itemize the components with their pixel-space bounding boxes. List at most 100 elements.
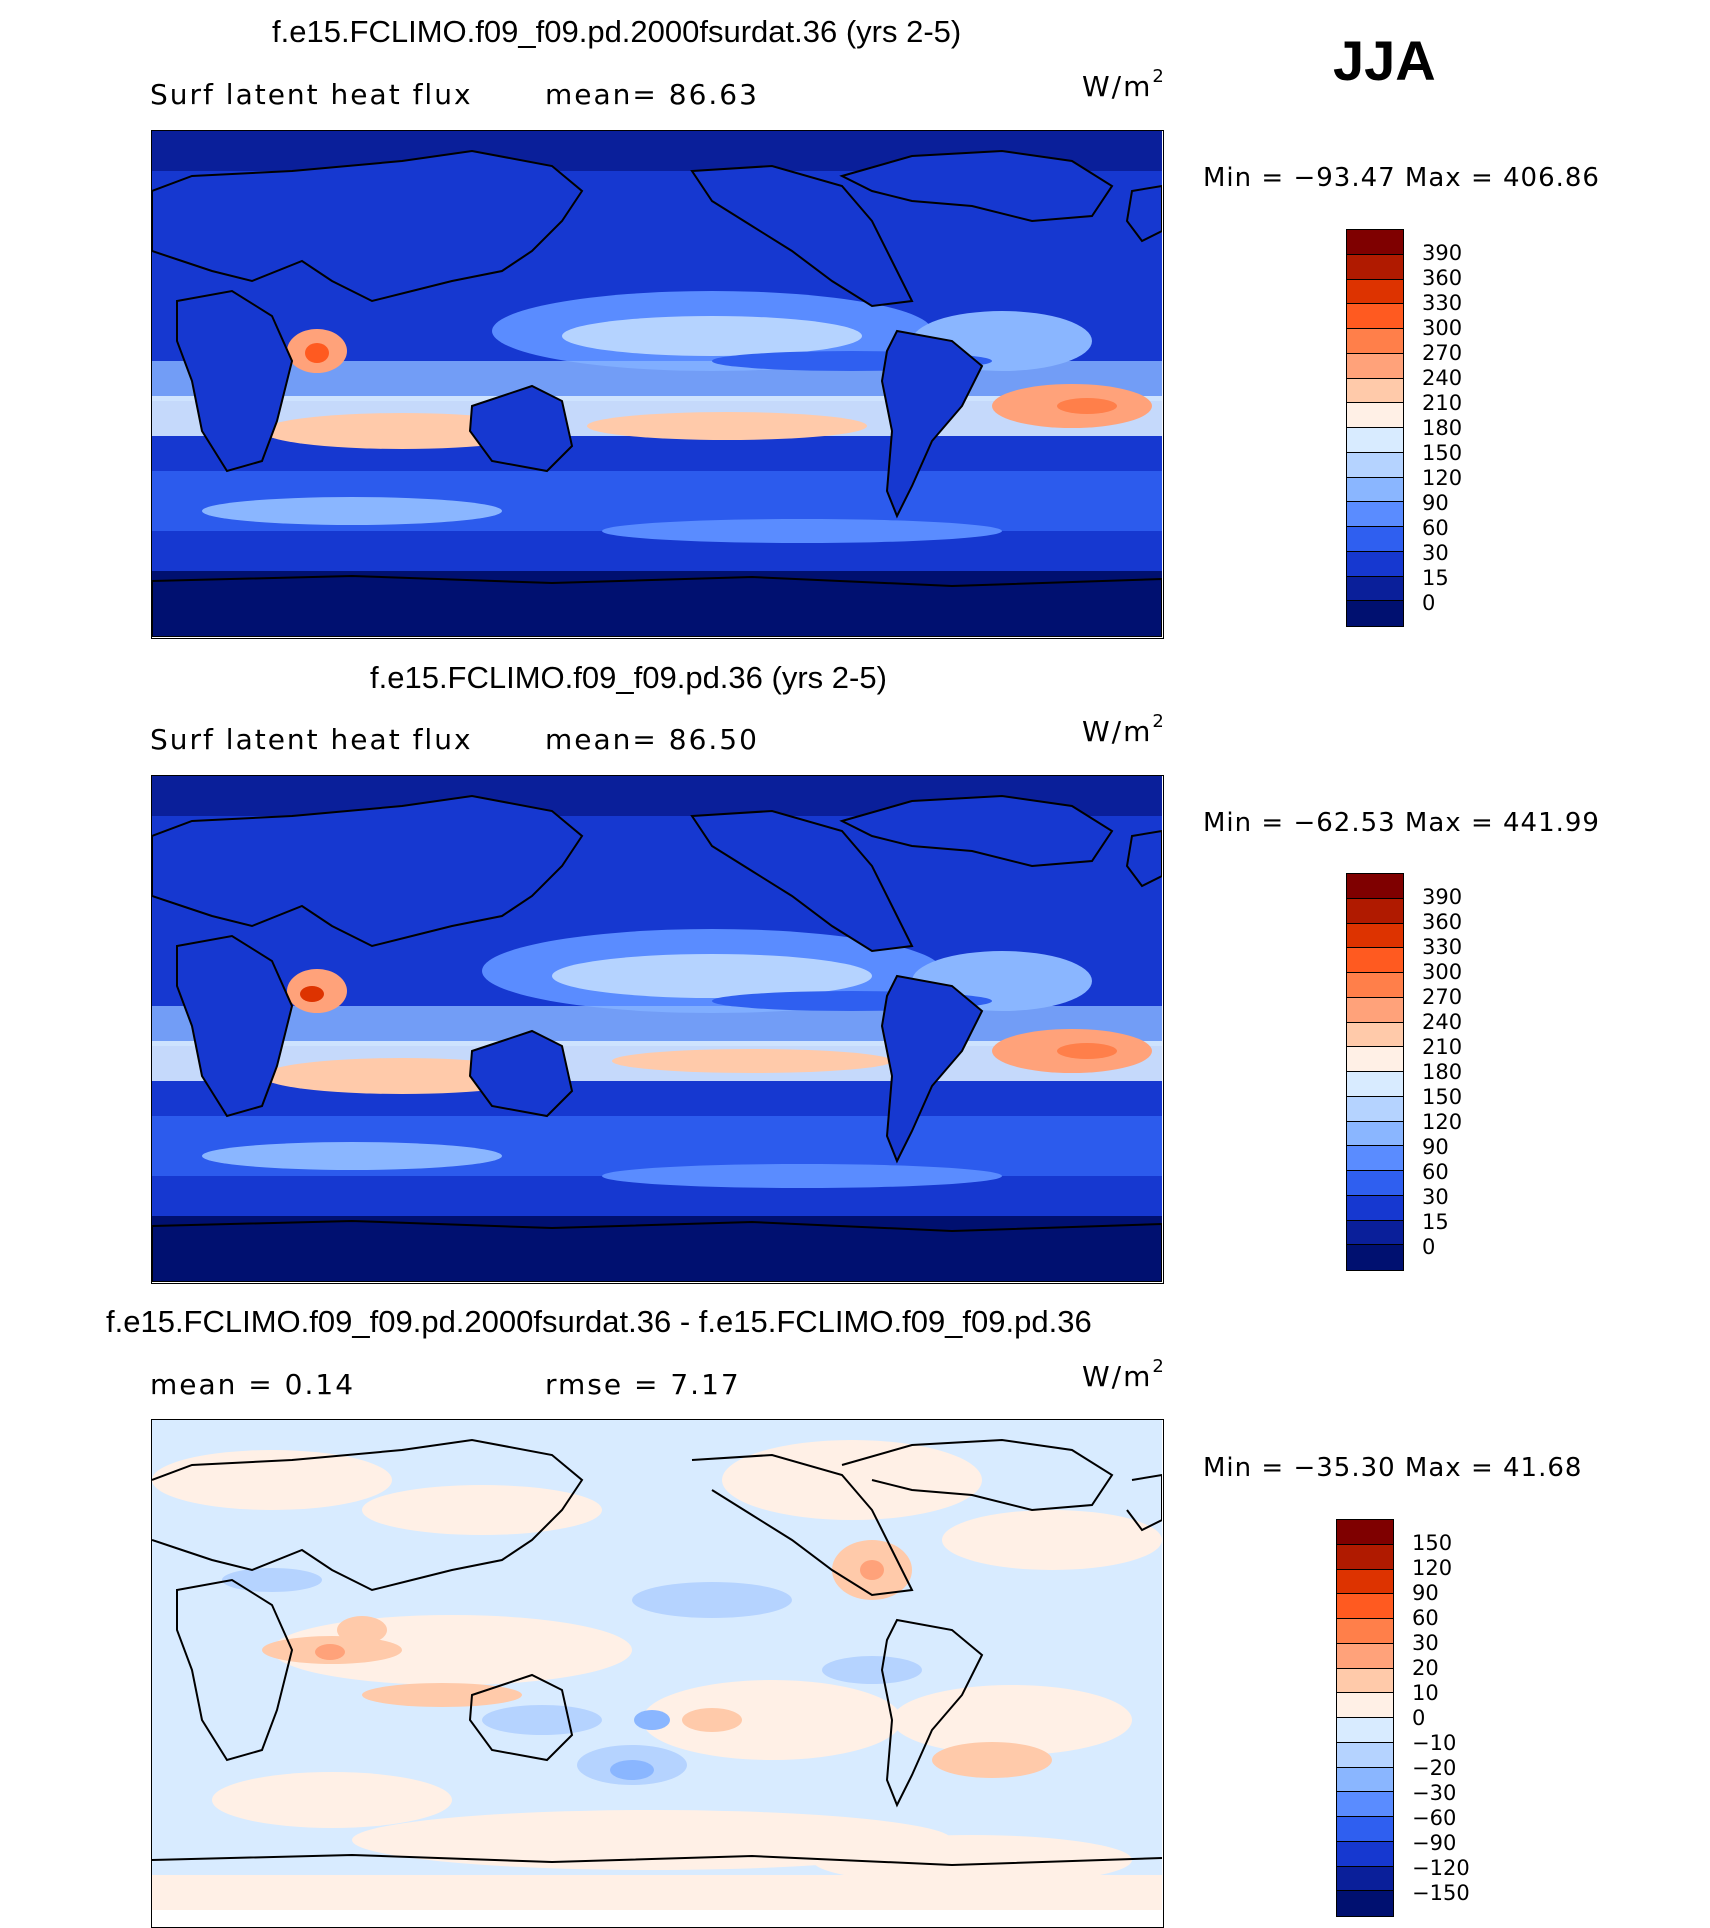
colorbar-segment bbox=[1347, 304, 1403, 329]
panel2-map bbox=[151, 775, 1164, 1284]
season-label: JJA bbox=[1333, 29, 1436, 92]
cb1-label-10: 90 bbox=[1422, 491, 1449, 515]
cb1-label-13: 15 bbox=[1422, 566, 1449, 590]
colorbar-segment bbox=[1337, 1594, 1393, 1619]
cb3-label-11: −60 bbox=[1412, 1806, 1457, 1830]
panel3-map bbox=[151, 1419, 1164, 1928]
colorbar-segment bbox=[1337, 1817, 1393, 1842]
colorbar-segment bbox=[1347, 874, 1403, 899]
cb3-label-3: 60 bbox=[1412, 1606, 1439, 1630]
panel2-units: W/m2 bbox=[1082, 711, 1166, 748]
colorbar-segment bbox=[1337, 1866, 1393, 1892]
cb2-label-9: 120 bbox=[1422, 1110, 1463, 1134]
cb2-label-1: 360 bbox=[1422, 910, 1463, 934]
cb1-label-9: 120 bbox=[1422, 466, 1463, 490]
colorbar-segment bbox=[1347, 973, 1403, 998]
cb2-label-6: 210 bbox=[1422, 1035, 1463, 1059]
panel3-units: W/m2 bbox=[1082, 1356, 1166, 1393]
panel3-title: f.e15.FCLIMO.f09_f09.pd.2000fsurdat.36 -… bbox=[106, 1304, 1092, 1339]
colorbar-segment bbox=[1347, 1220, 1403, 1246]
panel2-mean-label: mean= 86.50 bbox=[545, 723, 759, 756]
panel1-minmax: Min = −93.47 Max = 406.86 bbox=[1203, 163, 1600, 193]
cb3-label-5: 20 bbox=[1412, 1656, 1439, 1680]
cb3-label-6: 10 bbox=[1412, 1681, 1439, 1705]
colorbar-segment bbox=[1347, 1245, 1403, 1270]
colorbar-segment bbox=[1347, 279, 1403, 305]
colorbar-segment bbox=[1347, 329, 1403, 354]
cb2-label-3: 300 bbox=[1422, 960, 1463, 984]
colorbar-segment bbox=[1347, 1195, 1403, 1221]
colorbar-segment bbox=[1347, 1047, 1403, 1072]
panel2-variable-label: Surf latent heat flux bbox=[150, 723, 473, 756]
cb1-label-7: 180 bbox=[1422, 416, 1463, 440]
cb1-label-12: 30 bbox=[1422, 541, 1449, 565]
cb3-label-0: 150 bbox=[1412, 1531, 1453, 1555]
cb3-label-8: −10 bbox=[1412, 1731, 1457, 1755]
colorbar-segment bbox=[1347, 1096, 1403, 1122]
panel2-colorbar bbox=[1346, 873, 1404, 1271]
cb1-label-2: 330 bbox=[1422, 291, 1463, 315]
cb1-label-6: 210 bbox=[1422, 391, 1463, 415]
panel1-variable-label: Surf latent heat flux bbox=[150, 78, 473, 111]
cb3-label-2: 90 bbox=[1412, 1581, 1439, 1605]
cb3-label-14: −150 bbox=[1412, 1881, 1470, 1905]
colorbar-segment bbox=[1347, 601, 1403, 626]
colorbar-segment bbox=[1347, 502, 1403, 527]
colorbar-segment bbox=[1347, 1121, 1403, 1147]
cb1-label-4: 270 bbox=[1422, 341, 1463, 365]
colorbar-segment bbox=[1347, 551, 1403, 577]
cb1-label-11: 60 bbox=[1422, 516, 1449, 540]
panel1-map-field bbox=[152, 131, 1162, 637]
colorbar-segment bbox=[1347, 403, 1403, 428]
colorbar-segment bbox=[1337, 1767, 1393, 1793]
cb3-label-7: 0 bbox=[1412, 1706, 1426, 1730]
colorbar-segment bbox=[1337, 1643, 1393, 1669]
cb3-label-4: 30 bbox=[1412, 1631, 1439, 1655]
cb2-label-8: 150 bbox=[1422, 1085, 1463, 1109]
cb2-label-11: 60 bbox=[1422, 1160, 1449, 1184]
colorbar-segment bbox=[1337, 1792, 1393, 1817]
colorbar-segment bbox=[1347, 898, 1403, 924]
panel1-units: W/m2 bbox=[1082, 66, 1166, 103]
colorbar-segment bbox=[1347, 527, 1403, 552]
colorbar-segment bbox=[1347, 428, 1403, 453]
cb3-label-13: −120 bbox=[1412, 1856, 1470, 1880]
panel1-colorbar-labels: 390 360 330 300 270 240 210 180 150 120 … bbox=[1422, 229, 1502, 627]
cb2-label-13: 15 bbox=[1422, 1210, 1449, 1234]
colorbar-segment bbox=[1347, 1072, 1403, 1097]
colorbar-segment bbox=[1347, 230, 1403, 255]
cb2-label-4: 270 bbox=[1422, 985, 1463, 1009]
colorbar-segment bbox=[1347, 254, 1403, 280]
colorbar-segment bbox=[1337, 1693, 1393, 1718]
colorbar-segment bbox=[1337, 1841, 1393, 1867]
colorbar-segment bbox=[1347, 1146, 1403, 1171]
colorbar-segment bbox=[1347, 1171, 1403, 1196]
cb2-label-7: 180 bbox=[1422, 1060, 1463, 1084]
colorbar-segment bbox=[1337, 1569, 1393, 1595]
colorbar-segment bbox=[1347, 923, 1403, 949]
cb3-label-9: −20 bbox=[1412, 1756, 1457, 1780]
colorbar-segment bbox=[1347, 997, 1403, 1023]
panel3-map-field bbox=[152, 1420, 1162, 1910]
cb1-label-0: 390 bbox=[1422, 241, 1463, 265]
panel3-minmax: Min = −35.30 Max = 41.68 bbox=[1203, 1453, 1583, 1483]
colorbar-segment bbox=[1347, 378, 1403, 404]
colorbar-segment bbox=[1337, 1718, 1393, 1743]
panel2-colorbar-labels: 390 360 330 300 270 240 210 180 150 120 … bbox=[1422, 873, 1502, 1271]
colorbar-segment bbox=[1337, 1891, 1393, 1916]
cb1-label-3: 300 bbox=[1422, 316, 1463, 340]
panel1-mean-label: mean= 86.63 bbox=[545, 78, 759, 111]
cb1-label-14: 0 bbox=[1422, 591, 1436, 615]
colorbar-segment bbox=[1347, 452, 1403, 478]
colorbar-segment bbox=[1347, 477, 1403, 503]
colorbar-segment bbox=[1337, 1520, 1393, 1545]
cb2-label-12: 30 bbox=[1422, 1185, 1449, 1209]
colorbar-segment bbox=[1337, 1742, 1393, 1768]
cb3-label-12: −90 bbox=[1412, 1831, 1457, 1855]
panel2-map-field bbox=[152, 776, 1162, 1282]
cb2-label-14: 0 bbox=[1422, 1235, 1436, 1259]
cb1-label-1: 360 bbox=[1422, 266, 1463, 290]
cb2-label-2: 330 bbox=[1422, 935, 1463, 959]
colorbar-segment bbox=[1337, 1544, 1393, 1570]
colorbar-segment bbox=[1347, 1022, 1403, 1048]
